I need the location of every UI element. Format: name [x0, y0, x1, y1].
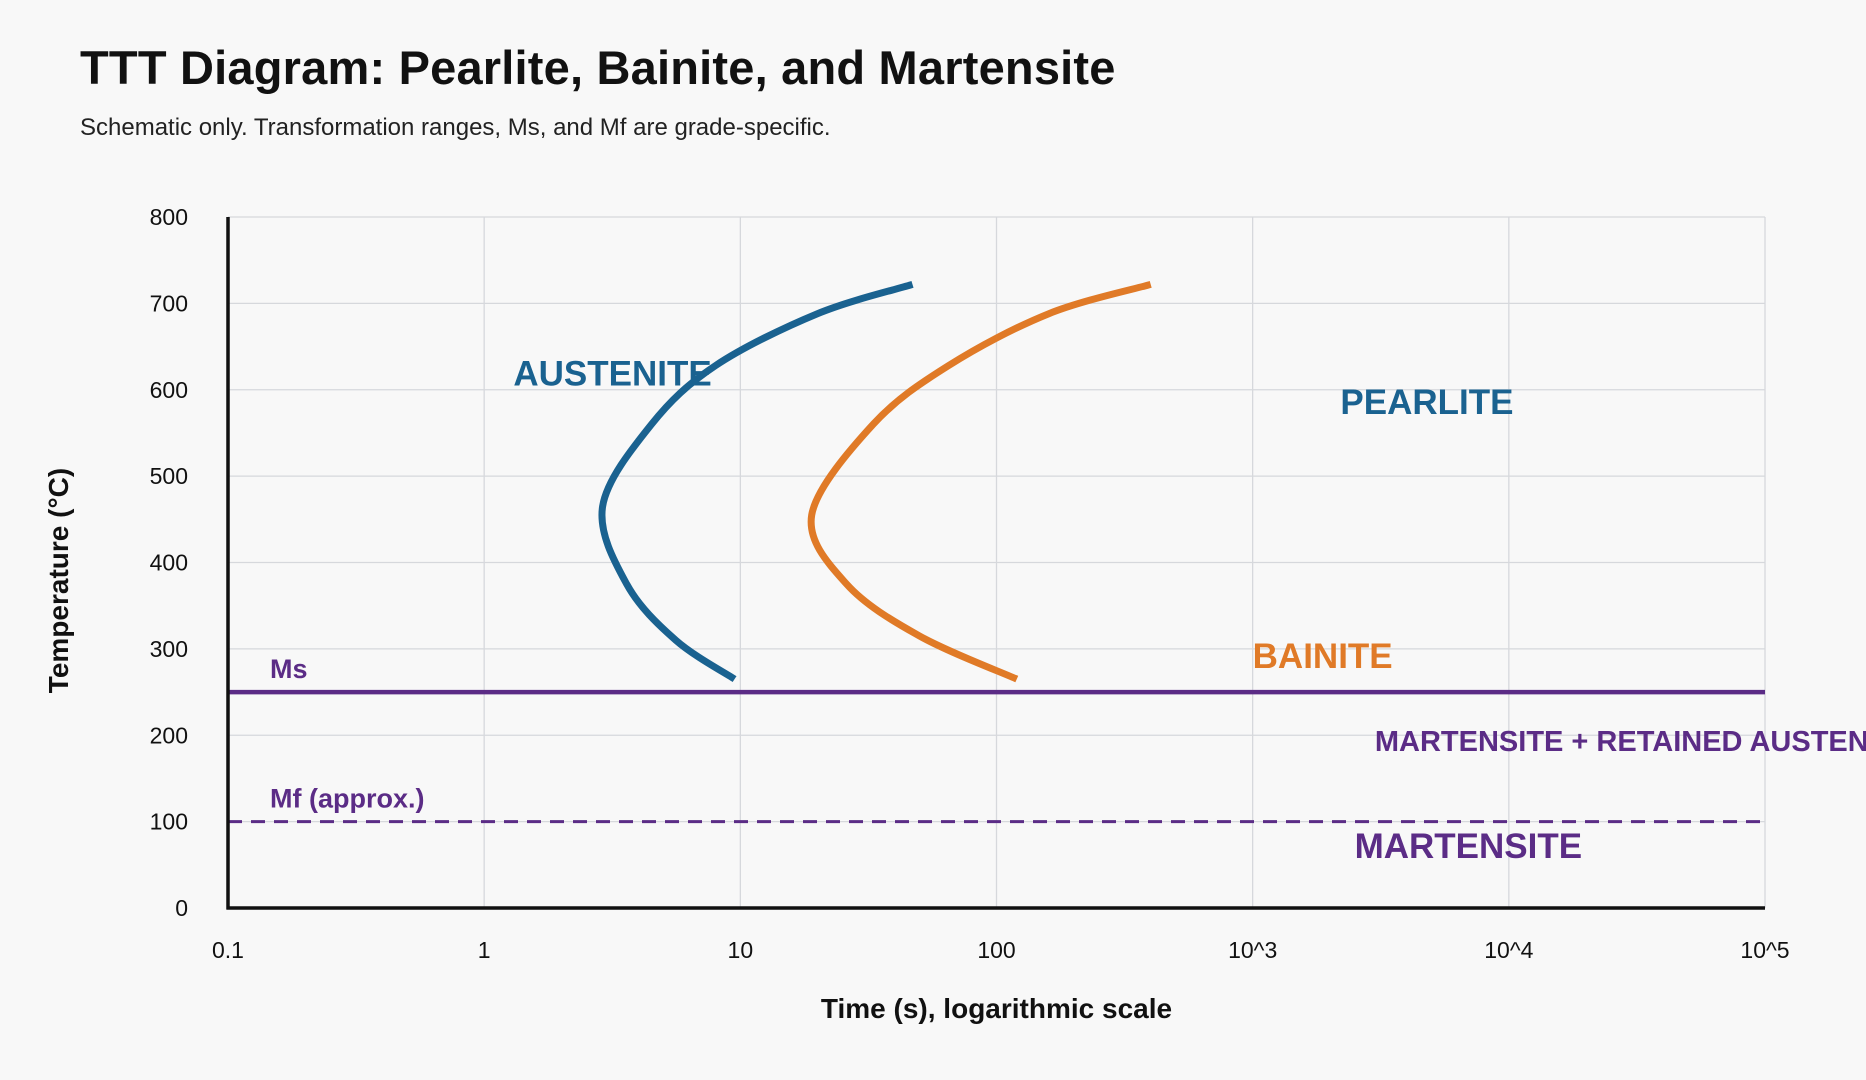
- x-tick-label: 10: [728, 937, 754, 963]
- y-tick-label: 400: [150, 550, 188, 576]
- y-tick-label: 100: [150, 809, 188, 835]
- y-tick-label: 500: [150, 463, 188, 489]
- region-label: MARTENSITE: [1355, 827, 1583, 866]
- region-label: AUSTENITE: [513, 354, 711, 393]
- x-tick-label: 10^4: [1484, 937, 1533, 963]
- region-labels: AUSTENITE PEARLITE BAINITE MARTENSITE + RET…: [513, 354, 1866, 865]
- tick-labels: 0 100 200 300 400 500 600 700 800 0.1 1 10 100 10^3 10…: [150, 204, 1790, 963]
- y-tick-label: 0: [175, 895, 188, 921]
- x-tick-label: 10^5: [1740, 937, 1789, 963]
- x-axis-title: Time (s), logarithmic scale: [821, 993, 1172, 1024]
- y-tick-label: 200: [150, 722, 188, 748]
- transformation-start-curve: [598, 281, 914, 683]
- x-tick-label: 1: [478, 937, 491, 963]
- x-tick-label: 100: [977, 937, 1015, 963]
- x-tick-label: 10^3: [1228, 937, 1277, 963]
- grid: [227, 216, 1766, 909]
- mf-label: Mf (approx.): [270, 784, 425, 814]
- x-tick-label: 0.1: [212, 937, 244, 963]
- region-label: MARTENSITE + RETAINED AUSTENITE: [1375, 726, 1866, 758]
- region-label: PEARLITE: [1340, 383, 1513, 422]
- chart-title: TTT Diagram: Pearlite, Bainite, and Mart…: [80, 41, 1116, 94]
- curves: [598, 281, 1152, 683]
- region-label: BAINITE: [1253, 637, 1393, 676]
- reference-lines: Ms Mf (approx.): [228, 654, 1765, 824]
- transformation-finish-curve: [807, 281, 1152, 683]
- axes: [226, 217, 1765, 910]
- y-tick-label: 700: [150, 290, 188, 316]
- y-tick-label: 600: [150, 377, 188, 403]
- chart-subtitle: Schematic only. Transformation ranges, M…: [80, 114, 831, 141]
- ms-label: Ms: [270, 654, 308, 684]
- y-axis-title: Temperature (°C): [43, 468, 74, 693]
- y-tick-label: 800: [150, 204, 188, 230]
- y-tick-label: 300: [150, 636, 188, 662]
